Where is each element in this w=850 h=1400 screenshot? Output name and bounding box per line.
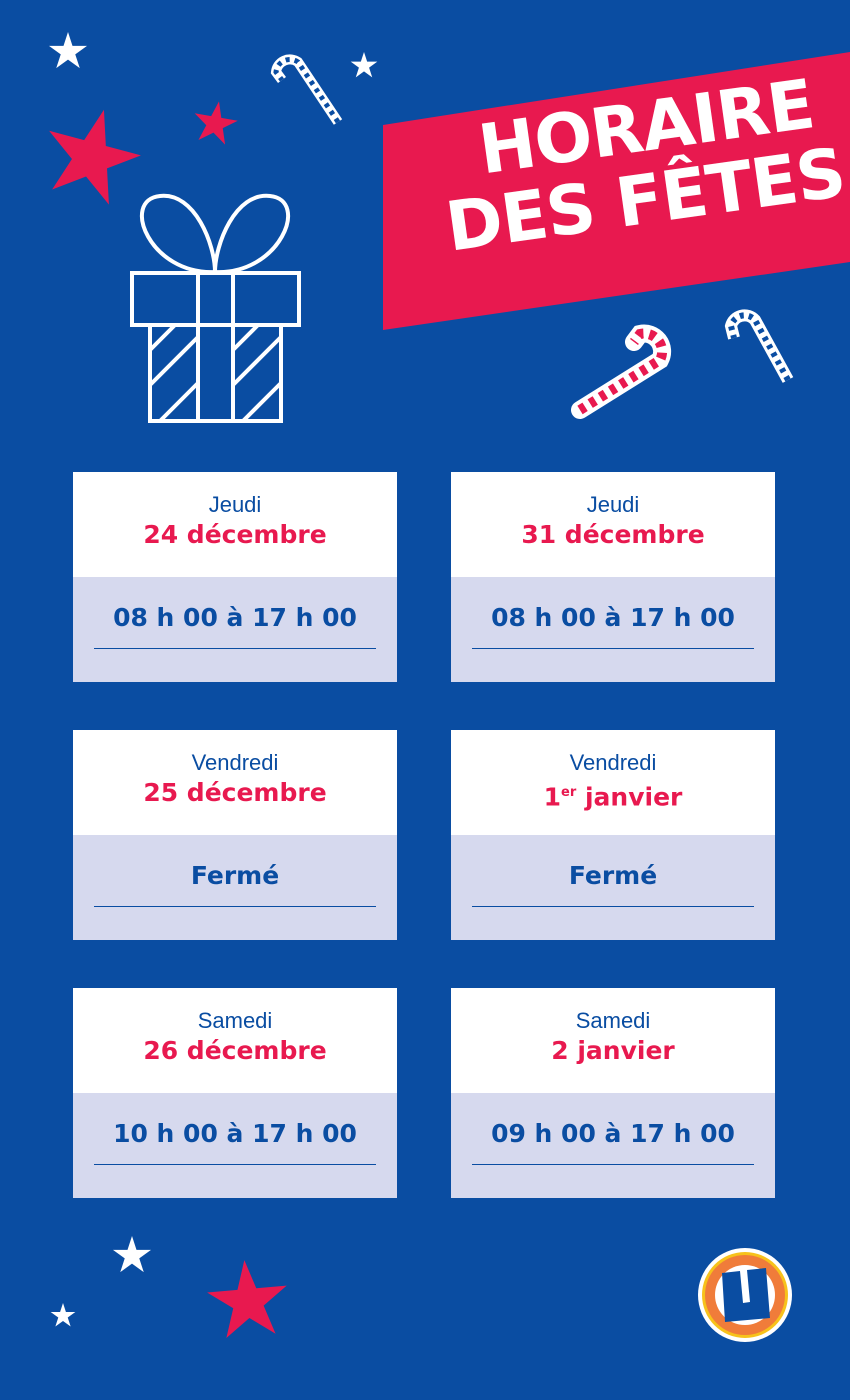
star-icon bbox=[204, 1256, 291, 1340]
hours-label: 08 h 00 à 17 h 00 bbox=[113, 603, 357, 632]
star-icon bbox=[112, 1236, 152, 1273]
candy-cane-icon bbox=[270, 54, 343, 125]
day-label: Jeudi bbox=[586, 492, 640, 517]
gift-icon bbox=[130, 193, 301, 423]
star-icon bbox=[34, 97, 150, 210]
logo bbox=[698, 1248, 792, 1342]
divider bbox=[94, 1164, 376, 1165]
date-number: 1 bbox=[543, 782, 562, 812]
star-icon bbox=[48, 32, 88, 69]
day-label: Vendredi bbox=[191, 750, 279, 775]
star-icon bbox=[50, 1303, 76, 1327]
title-banner bbox=[383, 52, 850, 330]
schedule-card: Vendredi 1er janvier Fermé bbox=[451, 730, 775, 940]
divider bbox=[472, 1164, 754, 1165]
hours-label: 10 h 00 à 17 h 00 bbox=[113, 1119, 357, 1148]
schedule-card: Jeudi 24 décembre 08 h 00 à 17 h 00 bbox=[73, 472, 397, 682]
hours-label: Fermé bbox=[568, 861, 658, 890]
date-label: 26 décembre bbox=[143, 1036, 327, 1065]
divider bbox=[472, 906, 754, 907]
date-label: 1er janvier bbox=[451, 776, 775, 814]
day-label: Samedi bbox=[575, 1008, 651, 1033]
divider bbox=[94, 648, 376, 649]
hours-label: 09 h 00 à 17 h 00 bbox=[491, 1119, 735, 1148]
day-label: Samedi bbox=[197, 1008, 273, 1033]
schedule-card: Jeudi 31 décembre 08 h 00 à 17 h 00 bbox=[451, 472, 775, 682]
divider bbox=[94, 906, 376, 907]
schedule-card: Vendredi 25 décembre Fermé bbox=[73, 730, 397, 940]
star-icon bbox=[190, 97, 241, 147]
date-label: 31 décembre bbox=[521, 520, 705, 549]
schedule-card: Samedi 26 décembre 10 h 00 à 17 h 00 bbox=[73, 988, 397, 1198]
candy-cane-icon bbox=[571, 324, 672, 419]
day-label: Jeudi bbox=[208, 492, 262, 517]
candy-cane-icon bbox=[724, 309, 794, 383]
date-month: janvier bbox=[576, 782, 683, 812]
hours-label: Fermé bbox=[190, 861, 280, 890]
hours-label: 08 h 00 à 17 h 00 bbox=[491, 603, 735, 632]
day-label: Vendredi bbox=[569, 750, 657, 775]
date-label: 2 janvier bbox=[551, 1036, 675, 1065]
date-label: 25 décembre bbox=[143, 778, 327, 807]
divider bbox=[472, 648, 754, 649]
date-ordinal: er bbox=[561, 785, 577, 800]
date-label: 24 décembre bbox=[143, 520, 327, 549]
schedule-card: Samedi 2 janvier 09 h 00 à 17 h 00 bbox=[451, 988, 775, 1198]
star-icon bbox=[350, 52, 378, 78]
